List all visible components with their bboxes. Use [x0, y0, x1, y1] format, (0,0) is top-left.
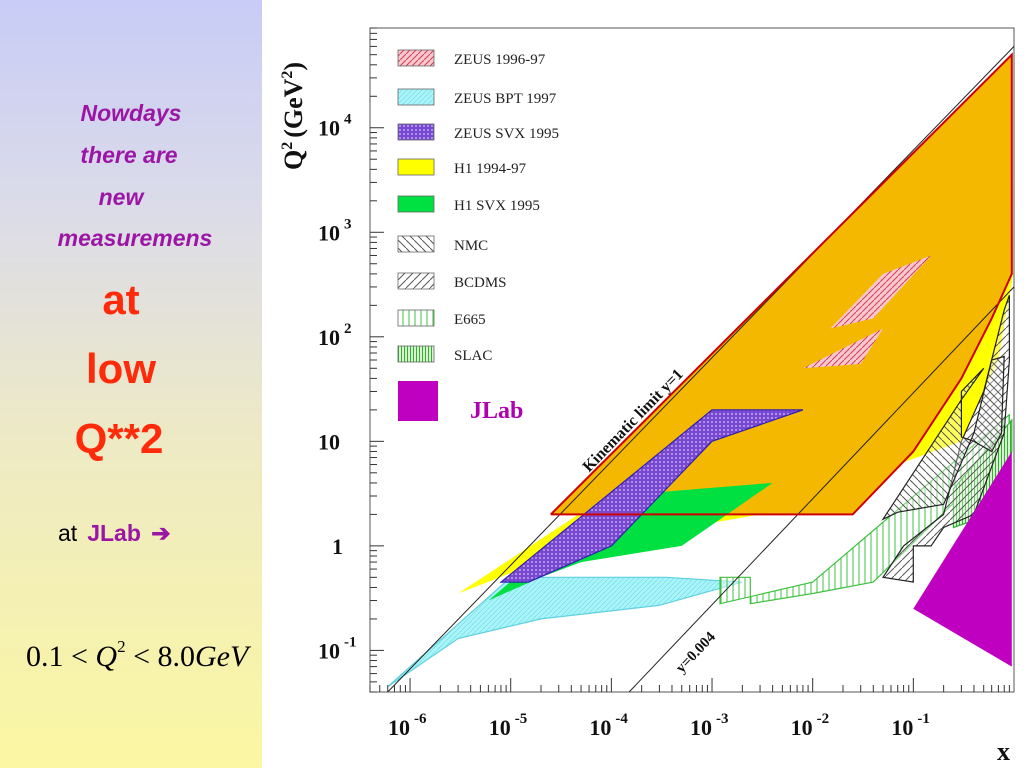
y-tick-label: 10 2 [318, 321, 352, 350]
line-zeus-boundary [550, 52, 1013, 516]
x-tick-exp: -5 [515, 711, 528, 727]
kinematic-plane-chart: Kinematic limit y=1y=0.004 10 -6 10 -5 10 -4 1… [279, 27, 1015, 766]
region-h1-svx-1995 [488, 482, 773, 601]
measuremens-text: measuremens [57, 225, 213, 251]
y-tick-exp: 4 [344, 112, 352, 128]
y-axis-q: Q [279, 150, 308, 170]
region-zeus-svx-1995 [499, 409, 804, 583]
formula-unit: GeV [195, 640, 249, 673]
legend-swatch [397, 272, 435, 290]
y-tick-label: 10 -1 [318, 634, 357, 663]
x-tick-exp: -1 [917, 711, 930, 727]
new-text: new [98, 184, 144, 210]
y0004-label: y=0.004 [673, 629, 719, 676]
x-tick-label: 10 -5 [489, 711, 528, 740]
x-tick-label: 10 -2 [791, 711, 830, 740]
jlab-label: JLab [87, 520, 141, 546]
legend-label: H1 1994-97 [454, 161, 527, 177]
region-nmc [881, 355, 1005, 521]
legend-swatch-jlab [398, 381, 438, 421]
x-tick-exp: -4 [615, 711, 628, 727]
x-tick-exp: -3 [716, 711, 729, 727]
at-big-text: at [102, 276, 140, 323]
legend-label: BCDMS [454, 275, 507, 291]
legend-label: NMC [454, 238, 488, 254]
line-kinematic-limit-y1 [387, 46, 1015, 693]
legend-swatch [397, 309, 435, 327]
legend-label: E665 [454, 312, 486, 328]
x-tick-label: 10 -6 [388, 711, 427, 740]
q2-range-formula: 0.1 < Q2 < 8.0GeV [26, 637, 249, 674]
y-tick-exp: -1 [344, 634, 357, 650]
formula-lt2: < [133, 640, 151, 673]
y-tick-label: 1 [332, 534, 343, 559]
legend-swatch [397, 235, 435, 253]
nowdays-text: Nowdays [80, 100, 182, 126]
x-tick-label: 10 -4 [589, 711, 628, 740]
x-tick-label: 10 -1 [891, 711, 930, 740]
x-tick-exp: -6 [414, 711, 427, 727]
y-tick-label: 10 4 [318, 112, 352, 141]
legend-label: SLAC [454, 348, 492, 364]
x-axis-title: x [997, 737, 1010, 766]
left-panel: Nowdays there are new measuremens at low… [0, 0, 262, 768]
legend-label: ZEUS 1996-97 [454, 52, 546, 68]
legend-swatch [397, 195, 435, 213]
region-zeus-96-97-overlay-2 [802, 328, 883, 369]
x-tick-label: 10 -3 [690, 711, 729, 740]
at-label: at [58, 520, 78, 546]
region-zeus-96-97-overlay [830, 255, 932, 329]
region-jlab [913, 451, 1012, 667]
y-tick-exp: 2 [344, 321, 352, 337]
y-tick-label: 10 [318, 429, 340, 454]
formula-lt1: < [71, 640, 88, 673]
legend-label-jlab: JLab [470, 398, 523, 424]
there-are-text: there are [80, 142, 178, 168]
low-big-text: low [86, 345, 156, 392]
data-regions [387, 54, 1014, 688]
legend-swatch [397, 88, 435, 106]
y-axis-unit-exp: 2 [279, 71, 296, 79]
formula-exp: 2 [117, 637, 126, 656]
y-tick-exp: 3 [344, 216, 352, 232]
q2-big-text: Q**2 [74, 415, 164, 462]
legend-swatch [397, 123, 435, 141]
y-tick-label: 10 3 [318, 216, 352, 245]
y-axis-unit: (GeV [279, 78, 308, 137]
y-axis-close: ) [279, 62, 308, 71]
legend: ZEUS 1996-97 ZEUS BPT 1997 ZEUS SVX 1995 H1… [397, 49, 559, 424]
formula-var: Q [95, 640, 118, 673]
line-y0004 [628, 286, 1015, 693]
formula-lhs: 0.1 [26, 640, 64, 673]
formula-rhs: 8.0 [157, 640, 196, 673]
y-axis-title: Q2(GeV2) [279, 62, 308, 170]
arrow-right-icon: ➔ [151, 520, 171, 546]
legend-label: H1 SVX 1995 [454, 198, 540, 214]
legend-swatch [397, 49, 435, 67]
legend-swatch [397, 158, 435, 176]
axis-labels: Q2(GeV2)x [279, 62, 1010, 766]
legend-label: ZEUS BPT 1997 [454, 91, 557, 107]
legend-label: ZEUS SVX 1995 [454, 126, 559, 142]
at-jlab-line: at JLab ➔ [58, 520, 171, 547]
legend-swatch [397, 345, 435, 363]
y-axis-q-exp: 2 [279, 142, 296, 150]
x-tick-exp: -2 [817, 711, 830, 727]
